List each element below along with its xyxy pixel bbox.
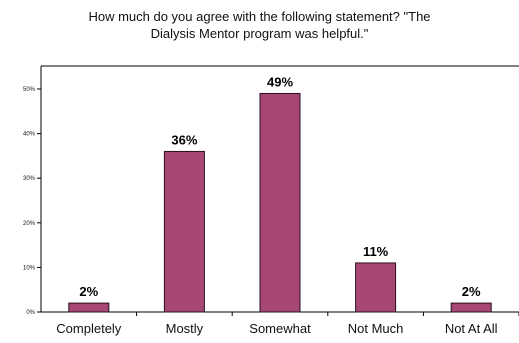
data-labels: 2% 36% 49% 11% 2% <box>79 74 481 299</box>
data-label: 2% <box>462 284 481 299</box>
data-label: 49% <box>267 74 293 89</box>
x-tick-label: Completely <box>56 321 122 336</box>
bar <box>259 92 301 313</box>
y-axis-ticks: 0% 10% 20% 30% 40% 50% <box>23 87 41 316</box>
y-tick-label: 0% <box>26 310 35 316</box>
bar <box>163 150 205 313</box>
bar <box>355 262 397 313</box>
data-label: 2% <box>79 284 98 299</box>
bar-series <box>68 92 492 313</box>
y-tick-label: 10% <box>23 265 36 271</box>
y-tick-label: 20% <box>23 221 36 227</box>
x-tick-label: Not Much <box>348 321 404 336</box>
y-tick-label: 40% <box>23 132 36 138</box>
y-tick-label: 50% <box>23 87 36 93</box>
data-label: 11% <box>363 244 389 259</box>
chart-title-line-2: Dialysis Mentor program was helpful." <box>150 26 369 41</box>
x-axis-labels: Completely Mostly Somewhat Not Much Not At A… <box>56 312 519 336</box>
chart-title-line-1: How much do you agree with the following… <box>88 9 431 24</box>
x-tick-label: Not At All <box>445 321 498 336</box>
bar <box>68 302 110 313</box>
y-tick-label: 30% <box>23 176 36 182</box>
chart-title: How much do you agree with the following… <box>0 8 519 42</box>
data-label: 36% <box>171 132 197 147</box>
bar <box>450 302 492 313</box>
x-tick-label: Mostly <box>166 321 204 336</box>
x-tick-label: Somewhat <box>249 321 311 336</box>
